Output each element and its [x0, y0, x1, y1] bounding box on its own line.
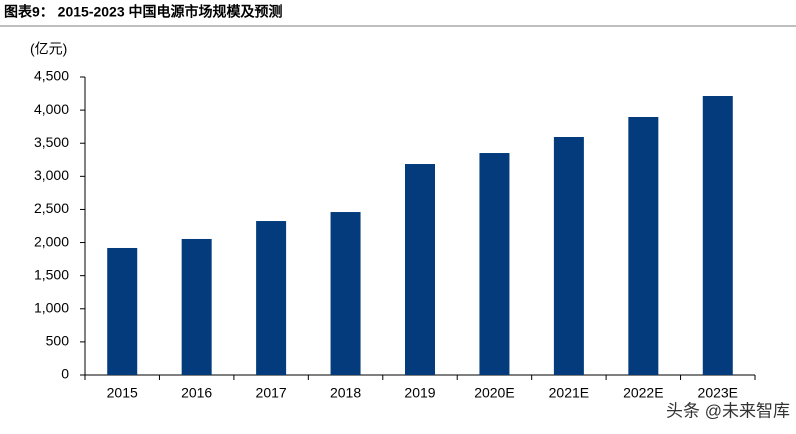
- x-tick-label: 2017: [256, 385, 287, 401]
- bar: [107, 247, 138, 375]
- x-tick-label: 2018: [330, 385, 361, 401]
- chart-title: 图表9： 2015-2023 中国电源市场规模及预测: [4, 4, 283, 20]
- x-tick-label: 2015: [107, 385, 138, 401]
- bar: [553, 136, 584, 375]
- y-tick-label: 3,500: [34, 134, 69, 150]
- bar: [256, 221, 287, 375]
- bar: [405, 164, 435, 375]
- x-tick-label: 2023E: [698, 385, 738, 401]
- bar: [330, 212, 361, 375]
- y-tick-label: 2,000: [34, 233, 69, 249]
- x-tick-label: 2016: [181, 385, 212, 401]
- x-tick-label: 2022E: [623, 385, 663, 401]
- y-tick-label: 0: [61, 366, 69, 382]
- y-tick-label: 3,000: [34, 167, 69, 183]
- bar: [181, 238, 212, 375]
- y-tick-label: 1,000: [34, 299, 69, 315]
- y-tick-label: 4,500: [34, 68, 69, 84]
- bar: [628, 116, 659, 375]
- x-tick-label: 2019: [404, 385, 435, 401]
- x-tick-label: 2020E: [474, 385, 514, 401]
- y-tick-label: 2,500: [34, 200, 69, 216]
- y-axis-unit: (亿元): [30, 41, 67, 57]
- bar: [479, 153, 510, 375]
- y-tick-label: 500: [46, 333, 70, 349]
- bar: [702, 96, 733, 376]
- y-tick-label: 1,500: [34, 266, 69, 282]
- x-tick-label: 2021E: [549, 385, 589, 401]
- y-tick-label: 4,000: [34, 101, 69, 117]
- watermark: 头条 @未来智库: [666, 401, 790, 420]
